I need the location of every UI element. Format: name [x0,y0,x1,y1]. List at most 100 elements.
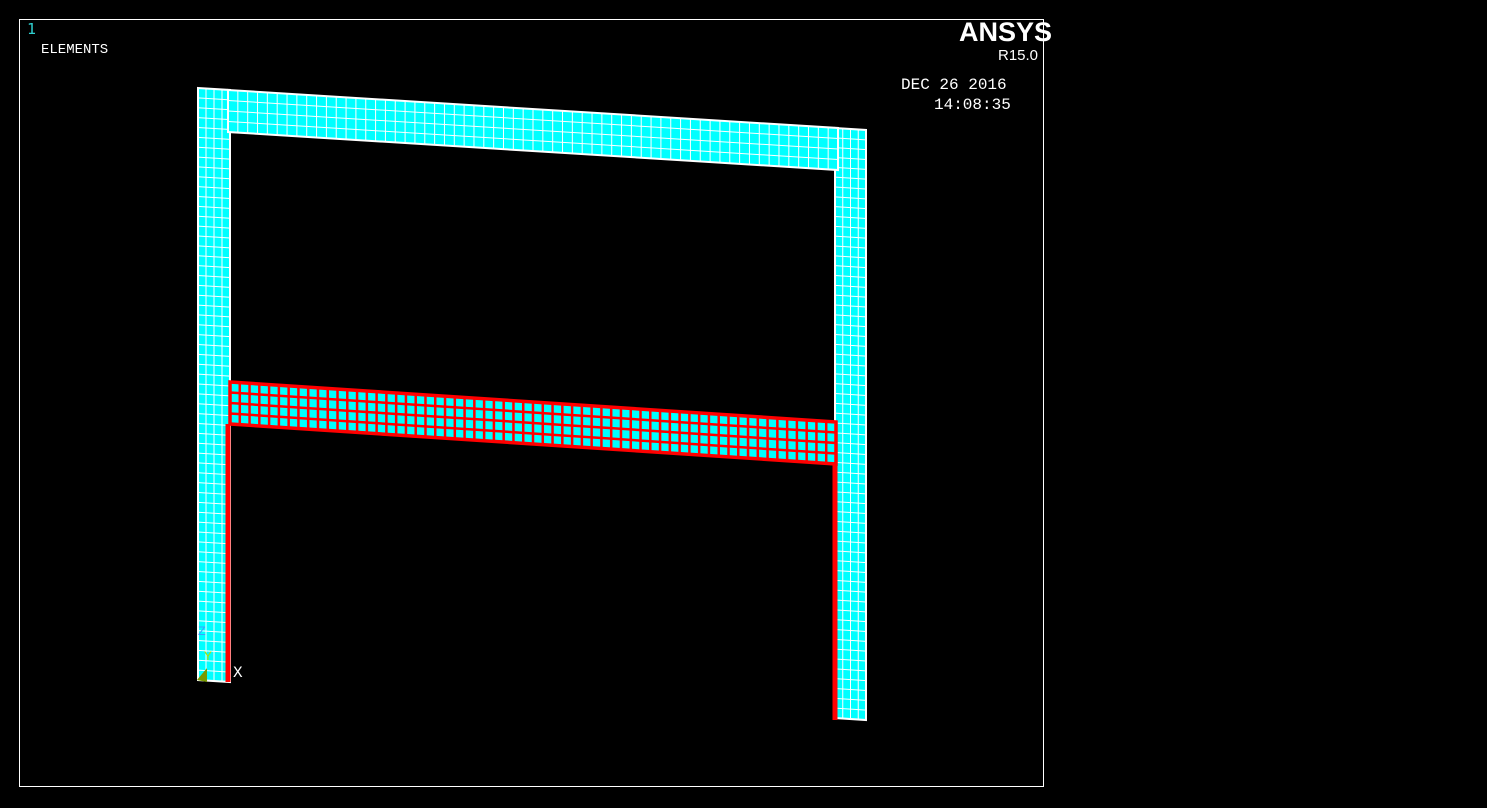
mesh-line [197,314,231,318]
mesh-line [197,274,231,278]
mesh-line [834,314,867,318]
mesh-line [197,452,231,456]
plot-time: 14:08:35 [934,96,1011,114]
mesh-line [197,205,231,209]
mesh-line [197,136,231,140]
mesh-line [197,501,231,505]
mesh-line [834,402,867,406]
triad-y-label: Y [204,649,212,664]
mesh-line [834,186,867,190]
mesh-line [834,589,867,593]
mesh-line [197,383,231,387]
mesh-line [834,540,867,544]
mesh-line [834,697,867,701]
triad-origin-icon [197,668,207,682]
mesh-line [197,156,231,160]
mesh-line [197,570,231,574]
mesh-line [197,472,231,476]
mesh-line [197,353,231,357]
release-version: R15.0 [998,47,1039,64]
mesh-line [834,353,867,357]
mesh-line [197,462,231,466]
mesh-line [197,492,231,496]
mesh-line [197,97,231,101]
mesh-line [197,640,231,644]
mesh-line [197,176,231,180]
mesh-line [834,255,867,259]
mesh-line [834,245,867,249]
mesh-line [197,649,231,653]
mesh-line [834,491,867,495]
mesh-line [834,225,867,229]
mesh-line [834,638,867,642]
mesh-line [834,137,867,141]
mesh-line [197,561,231,565]
mesh-line [834,343,867,347]
top-beam[interactable] [227,88,839,172]
mesh-line [197,373,231,377]
mesh-line [834,629,867,632]
mesh-line [834,412,867,416]
mesh-line [227,100,839,139]
mesh-line [834,383,867,387]
left-column[interactable] [197,86,231,684]
mesh-line [834,560,867,564]
mesh-line [834,196,867,200]
mesh-line [197,551,231,555]
mesh-line [834,265,867,269]
mesh-line [197,166,231,170]
mesh-line [834,658,867,662]
graphics-window[interactable] [19,19,1044,787]
mesh-line [197,413,231,417]
mesh-line [197,363,231,367]
mesh-line [834,471,867,475]
mesh-line [834,432,867,436]
mesh-line [834,668,867,672]
mesh-line [197,442,231,446]
mesh-line [197,659,231,663]
mesh-line [834,393,867,396]
mesh-line [197,630,231,634]
mesh-line [197,235,231,239]
mesh-line [197,521,231,525]
mesh-line [197,304,231,308]
mesh-line [834,176,867,180]
mesh-line [197,669,231,673]
mesh-line [834,530,867,534]
mesh-line [197,344,231,348]
mesh-line [197,255,231,259]
mesh-line [834,619,867,623]
mesh-line [197,126,231,130]
mesh-line [197,294,231,298]
mesh-line [834,324,867,328]
mesh-line [834,157,867,160]
mesh-line [834,166,867,170]
mesh-line [834,294,867,298]
selected-mid-beam[interactable] [228,380,838,466]
mesh-line [834,206,867,210]
ansys-logo: ANSYS [959,17,1053,47]
mesh-line [834,609,867,613]
mesh-line [197,580,231,584]
mesh-line [197,324,231,328]
mesh-line [197,403,231,407]
mesh-line [197,600,231,604]
mesh-line [197,186,231,190]
right-column[interactable] [834,126,867,722]
mesh-line [834,373,867,377]
mesh-line [834,688,867,691]
mesh-line [229,412,837,455]
mesh-line [197,107,231,111]
mesh-line [834,570,867,573]
mesh-line [197,215,231,219]
mesh-line [197,610,231,614]
mesh-line [834,520,867,524]
mesh-line [227,121,839,160]
mesh-line [834,599,867,603]
mesh-line [197,511,231,515]
mesh-line [197,541,231,545]
mesh-line [834,550,867,554]
mesh-line [197,146,231,150]
mesh-line [834,304,867,308]
